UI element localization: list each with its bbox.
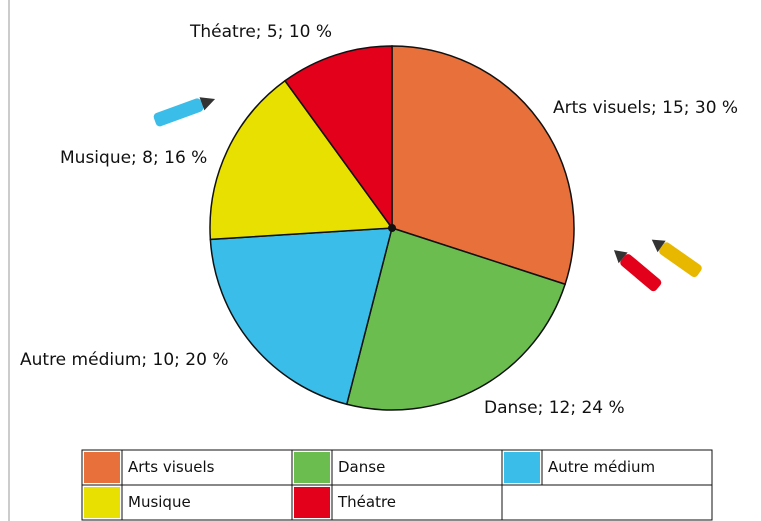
legend-swatch [84, 487, 120, 518]
marker-blue [153, 92, 218, 127]
legend-label: Autre médium [548, 458, 655, 476]
data-label: Arts visuels; 15; 30 % [553, 98, 738, 118]
legend-label: Théatre [337, 493, 396, 511]
legend-swatch [294, 487, 330, 518]
legend-swatch [504, 452, 540, 483]
legend-label: Musique [128, 493, 191, 511]
data-label: Théatre; 5; 10 % [189, 22, 332, 42]
legend-label: Danse [338, 458, 385, 476]
legend-label: Arts visuels [128, 458, 215, 476]
legend-swatch [84, 452, 120, 483]
data-label: Autre médium; 10; 20 % [20, 350, 229, 370]
marker-yellow [648, 234, 704, 279]
marker-red [609, 245, 662, 293]
data-label: Danse; 12; 24 % [484, 398, 625, 418]
chart: Arts visuels; 15; 30 % Danse; 12; 24 % Aut… [0, 0, 761, 521]
pie-center [388, 224, 396, 232]
legend-swatch [294, 452, 330, 483]
data-label: Musique; 8; 16 % [60, 148, 207, 168]
